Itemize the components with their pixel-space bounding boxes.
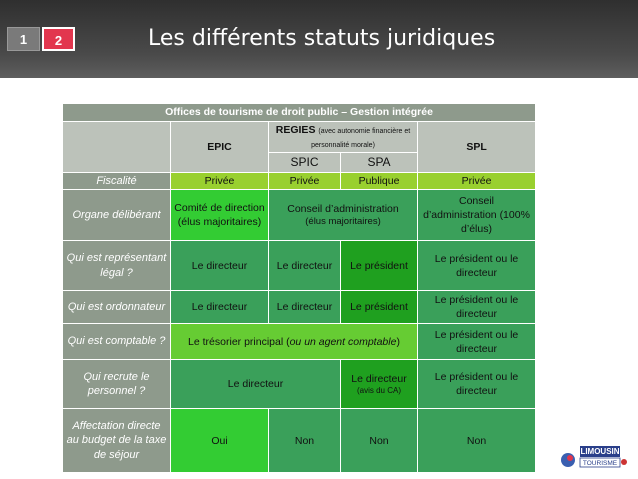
logo-box	[579, 457, 621, 468]
cell: Le directeur	[268, 290, 341, 325]
cell: Le trésorier principal (ou un agent comp…	[170, 323, 418, 361]
table-caption: Offices de tourisme de droit public – Ge…	[61, 103, 537, 122]
cell: Privée	[170, 171, 269, 191]
slide-tab[interactable]: 1	[7, 27, 40, 51]
row-label: Qui recrute le personnel ?	[62, 359, 171, 410]
row-label: Qui est représentant légal ?	[62, 240, 171, 292]
header-note: (avec autonomie financière et personnali…	[311, 128, 411, 150]
header-cell: EPIC	[170, 121, 269, 173]
cell: Privée	[268, 171, 341, 191]
status-table: Offices de tourisme de droit public – Ge…	[61, 103, 537, 474]
cell-text: Conseil d’administration	[287, 202, 399, 215]
cell: Le directeur	[268, 240, 341, 292]
cell: Le président ou le directeur	[416, 323, 537, 361]
cell-text: ou un agent comptable	[289, 335, 397, 348]
cell: Le directeur	[170, 240, 269, 292]
cell: Publique	[340, 171, 418, 191]
cell-text: (élus majoritaires)	[305, 216, 381, 228]
cell: Le président	[340, 240, 418, 292]
header-cell	[62, 121, 171, 173]
cell-text: Le trésorier principal (	[188, 335, 290, 348]
row-label: Organe délibérant	[62, 189, 171, 242]
cell: Le directeur (avis du CA)	[340, 359, 418, 410]
header-text: REGIES	[275, 124, 316, 136]
slide-tab[interactable]: 2	[42, 27, 75, 51]
row-label: Fiscalité	[62, 171, 171, 191]
logo-text: LIMOUSIN	[580, 447, 619, 456]
header-cell: SPA	[340, 152, 418, 173]
header-band	[0, 0, 638, 78]
cell-text: Le directeur	[351, 372, 407, 385]
logo-icon	[567, 455, 573, 461]
row-label: Affectation directe au budget de la taxe…	[62, 408, 171, 474]
cell: Non	[340, 408, 418, 474]
header-cell: SPL	[416, 121, 537, 173]
cell: Oui	[170, 408, 269, 474]
cell: Comité de direction (élus majoritaires)	[170, 189, 269, 242]
cell-text: )	[396, 335, 400, 348]
cell: Non	[268, 408, 341, 474]
cell: Non	[416, 408, 537, 474]
cell: Le président	[340, 290, 418, 325]
cell: Privée	[416, 171, 537, 191]
cell: Le président ou le directeur	[416, 359, 537, 410]
cell-text: (avis du CA)	[356, 386, 401, 396]
logo-box	[580, 446, 620, 457]
cell: Conseil d’administration (élus majoritair…	[268, 189, 418, 242]
cell: Le directeur	[170, 359, 341, 410]
logo: LIMOUSIN TOURISME	[561, 446, 627, 468]
header-cell: REGIES (avec autonomie financière et per…	[268, 120, 418, 154]
slide-title: Les différents statuts juridiques	[148, 26, 496, 51]
cell: Le président ou le directeur	[416, 290, 537, 325]
cell: Le président ou le directeur	[416, 240, 537, 292]
logo-text: TOURISME	[583, 460, 618, 467]
row-label: Qui est ordonnateur	[62, 290, 171, 325]
row-label: Qui est comptable ?	[62, 323, 171, 361]
header-cell: SPIC	[268, 152, 341, 173]
cell: Conseil d’administration (100% d’élus)	[416, 189, 537, 242]
logo-icon	[621, 459, 627, 465]
cell: Le directeur	[170, 290, 269, 325]
